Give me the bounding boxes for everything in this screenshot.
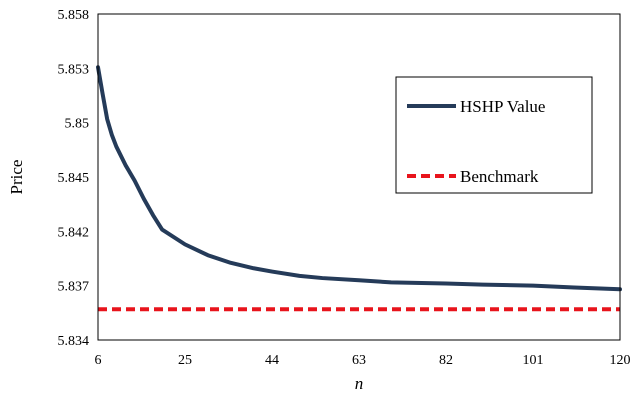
- y-tick-label: 5.853: [58, 62, 90, 77]
- x-tick-label: 101: [523, 353, 544, 368]
- legend-label-benchmark: Benchmark: [460, 167, 539, 186]
- y-tick-label: 5.842: [58, 225, 90, 240]
- x-axis-label: n: [355, 374, 364, 393]
- y-axis-ticks: 5.858 5.853 5.85 5.845 5.842 5.837 5.834: [58, 8, 90, 349]
- legend-label-hshp-value: HSHP Value: [460, 97, 545, 116]
- y-tick-label: 5.834: [58, 334, 90, 349]
- series-line-hshp-value: [96, 65, 622, 292]
- x-tick-label: 44: [265, 353, 279, 368]
- y-axis-label: Price: [7, 160, 26, 195]
- y-tick-label: 5.837: [58, 280, 90, 295]
- series-layer: [96, 65, 622, 312]
- y-tick-label: 5.858: [58, 8, 90, 23]
- x-tick-label: 120: [610, 353, 631, 368]
- legend-box: [395, 76, 593, 194]
- x-axis-ticks: 6 25 44 63 82 101 120: [95, 353, 631, 368]
- legend: HSHP Value Benchmark: [395, 76, 593, 194]
- y-tick-label: 5.85: [65, 117, 90, 132]
- y-tick-label: 5.845: [58, 171, 90, 186]
- plot-area-frame: [97, 13, 621, 341]
- x-tick-label: 82: [439, 353, 453, 368]
- x-tick-label: 63: [352, 353, 366, 368]
- x-tick-label: 25: [178, 353, 192, 368]
- x-tick-label: 6: [95, 353, 102, 368]
